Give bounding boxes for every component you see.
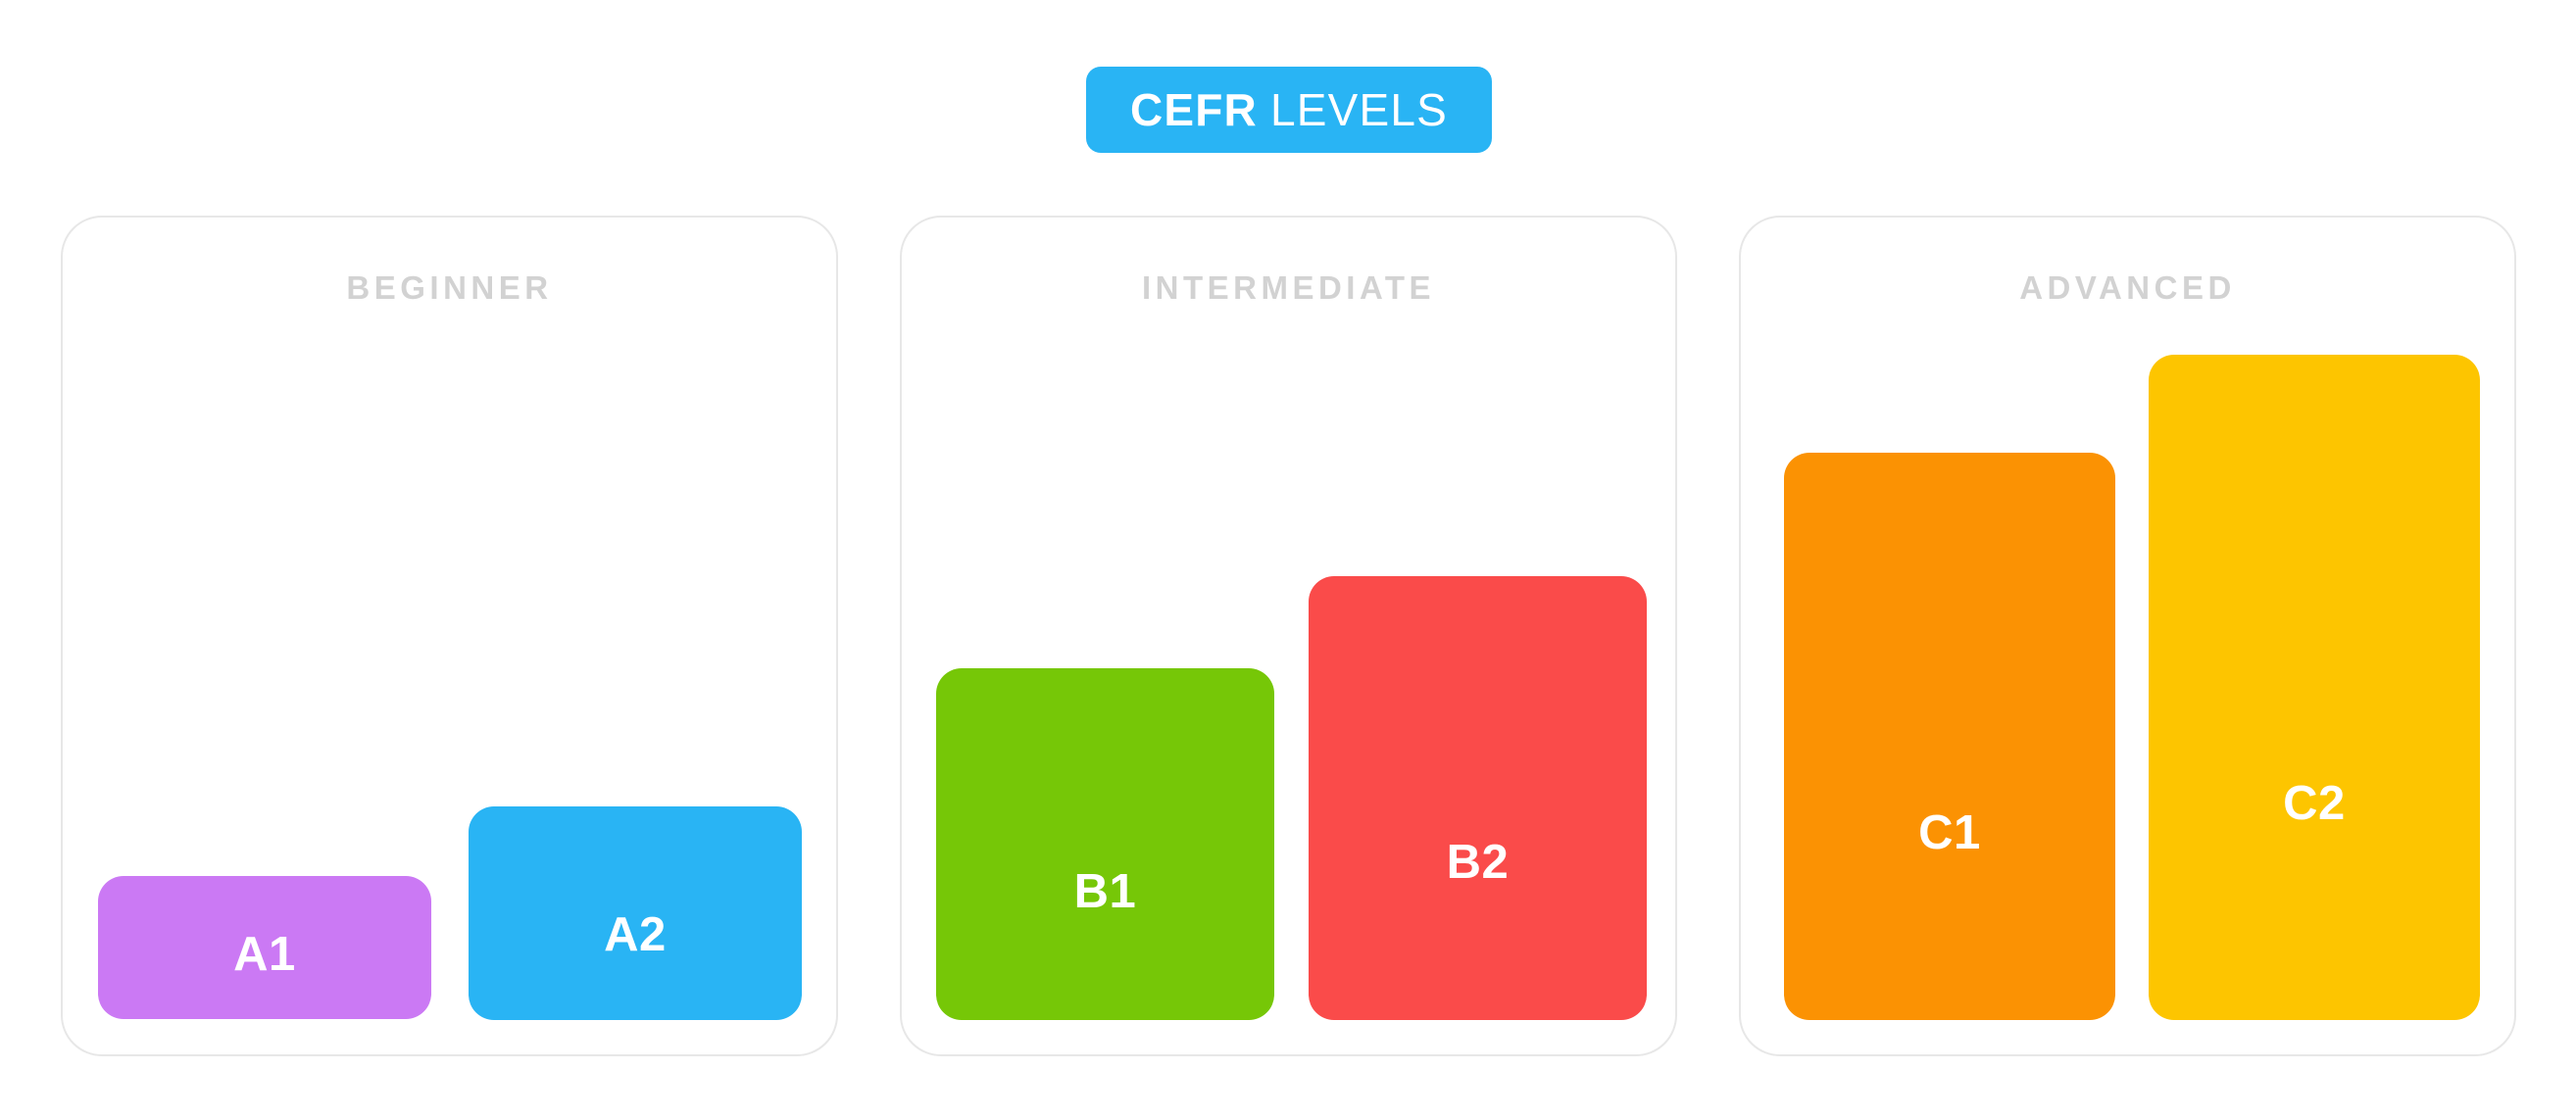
level-bar-label-c2: C2 xyxy=(2283,777,2346,830)
group-title-intermediate: INTERMEDIATE xyxy=(1141,269,1436,306)
page-title-badge: CEFR LEVELS xyxy=(1086,67,1492,153)
level-bar-a2[interactable]: A2 xyxy=(469,806,802,1020)
level-bar-label-b2: B2 xyxy=(1446,836,1510,889)
level-bar-label-b1: B1 xyxy=(1073,865,1137,918)
page-title-light: LEVELS xyxy=(1269,84,1449,135)
group-title-beginner: BEGINNER xyxy=(346,269,553,306)
level-bar-c2[interactable]: C2 xyxy=(2149,355,2480,1020)
group-title-advanced: ADVANCED xyxy=(2019,269,2236,306)
level-bar-label-a2: A2 xyxy=(604,908,667,961)
page-title-strong: CEFR xyxy=(1129,84,1258,135)
level-bar-label-a1: A1 xyxy=(233,928,296,981)
level-bar-label-c1: C1 xyxy=(1918,806,1981,859)
level-bar-b2[interactable]: B2 xyxy=(1309,576,1647,1020)
level-bar-b1[interactable]: B1 xyxy=(936,668,1274,1020)
level-bar-c1[interactable]: C1 xyxy=(1784,453,2115,1020)
level-bar-a1[interactable]: A1 xyxy=(98,876,431,1019)
